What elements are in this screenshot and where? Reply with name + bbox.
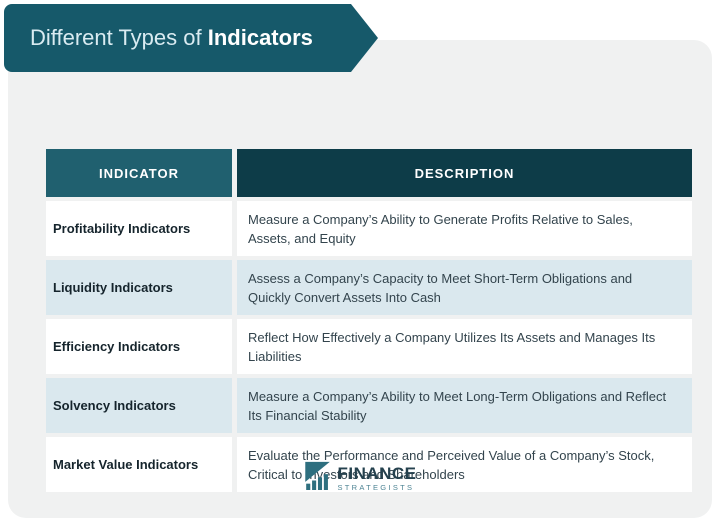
row-indicator-label: Solvency Indicators xyxy=(46,378,232,433)
row-description: Measure a Company’s Ability to Generate … xyxy=(237,201,692,256)
logo-wordmark-strategists: STRATEGISTS xyxy=(337,482,415,492)
row-indicator-label: Profitability Indicators xyxy=(46,201,232,256)
row-indicator-label: Market Value Indicators xyxy=(46,437,232,492)
content-card: INDICATOR DESCRIPTION Profitability Indi… xyxy=(8,40,712,518)
indicators-table: INDICATOR DESCRIPTION Profitability Indi… xyxy=(46,149,692,492)
page-title-regular: Different Types of xyxy=(30,25,208,50)
row-indicator-label: Efficiency Indicators xyxy=(46,319,232,374)
title-banner: Different Types of Indicators xyxy=(4,4,378,72)
logo-wordmark-finance: FINANCE xyxy=(337,463,417,483)
row-description: Measure a Company’s Ability to Meet Long… xyxy=(237,378,692,433)
column-header-description: DESCRIPTION xyxy=(237,149,692,197)
column-header-indicator: INDICATOR xyxy=(46,149,232,197)
finance-strategists-logo: FINANCE STRATEGISTS xyxy=(303,460,416,496)
page-title-bold: Indicators xyxy=(207,25,313,50)
row-indicator-label: Liquidity Indicators xyxy=(46,260,232,315)
row-description: Assess a Company’s Capacity to Meet Shor… xyxy=(237,260,692,315)
row-description: Reflect How Effectively a Company Utiliz… xyxy=(237,319,692,374)
bar-chart-trend-icon xyxy=(303,460,332,496)
